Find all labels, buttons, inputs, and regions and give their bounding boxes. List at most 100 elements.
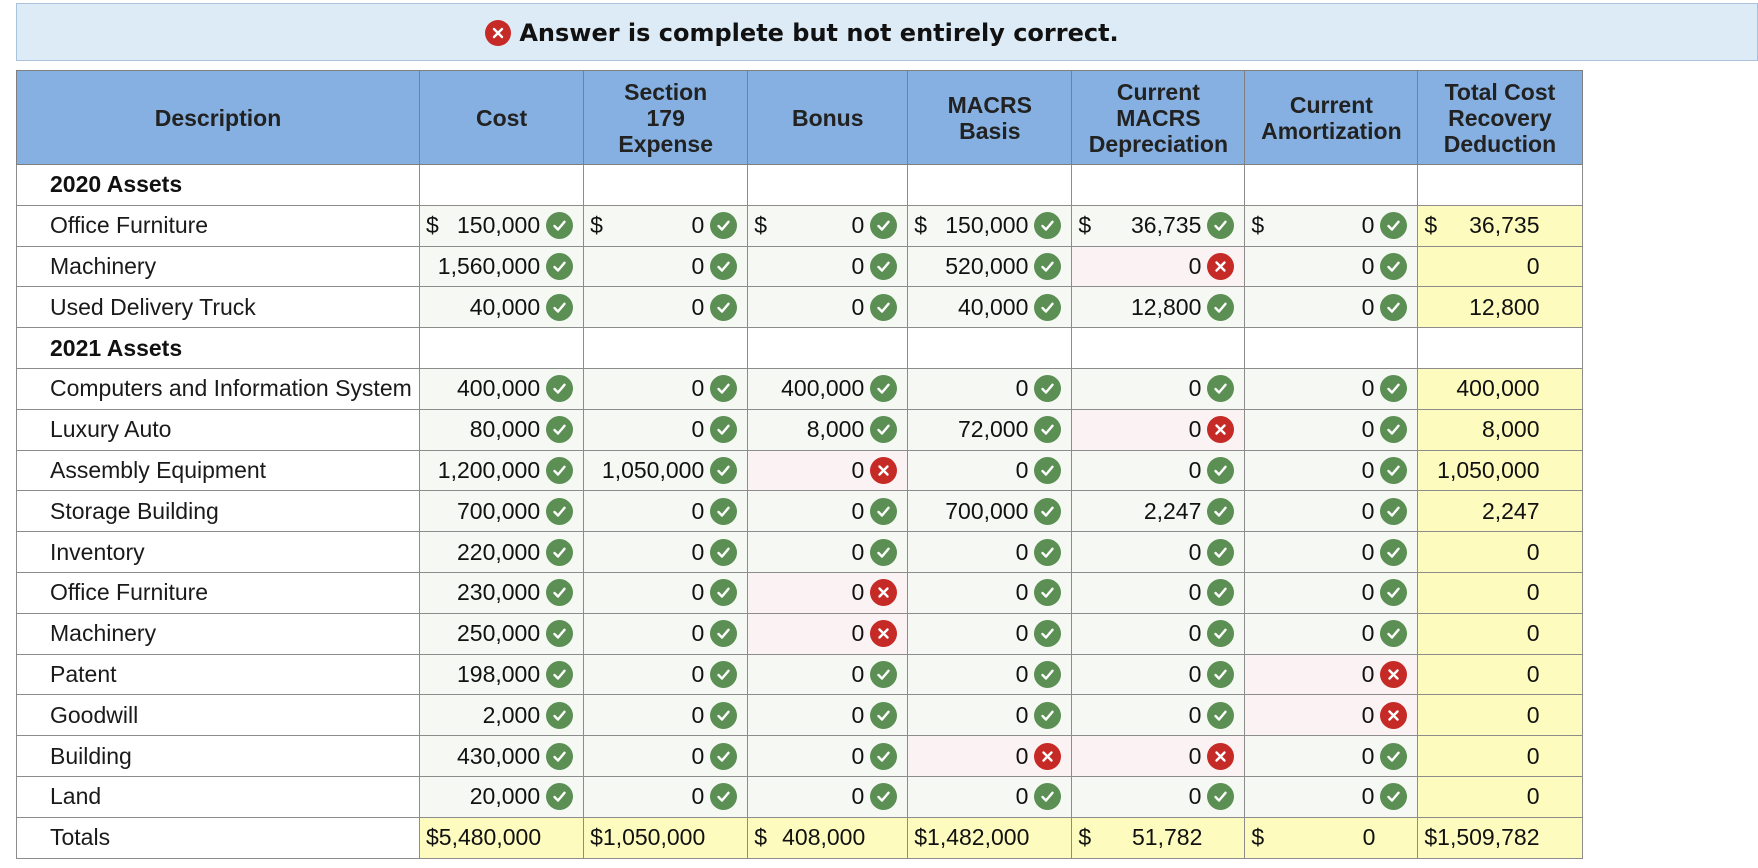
macrs-depreciation-cell[interactable]: 0 [1071, 653, 1246, 696]
cost-cell[interactable]: $150,000 [418, 204, 585, 247]
cell-value: 2,247 [1143, 497, 1202, 524]
amortization-cell[interactable]: 0 [1244, 612, 1419, 655]
bonus-cell[interactable]: 0 [747, 531, 909, 573]
total-recovery-cell: 0 [1417, 653, 1583, 696]
section-179-cell[interactable]: 0 [583, 367, 749, 410]
macrs-depreciation-cell[interactable]: 0 [1071, 571, 1246, 614]
section-179-cell[interactable]: 0 [583, 245, 749, 288]
bonus-cell[interactable]: $0 [747, 204, 909, 247]
bonus-cell[interactable]: 0 [747, 775, 909, 818]
macrs-basis-cell[interactable]: 72,000 [907, 408, 1073, 451]
cost-cell[interactable]: 20,000 [418, 775, 585, 818]
macrs-basis-cell[interactable]: 0 [907, 653, 1073, 696]
macrs-basis-cell[interactable]: 40,000 [907, 286, 1073, 329]
bonus-cell[interactable]: 0 [747, 735, 909, 777]
amortization-cell[interactable]: 0 [1244, 653, 1419, 696]
cost-cell[interactable]: $5,480,000 [418, 816, 585, 859]
bonus-cell[interactable]: 0 [747, 490, 909, 533]
section-179-cell[interactable]: $1,050,000 [583, 816, 749, 859]
amortization-cell[interactable]: 0 [1244, 286, 1419, 329]
empty-cell [1417, 327, 1583, 369]
total-recovery-cell: 0 [1417, 531, 1583, 573]
amortization-cell[interactable]: 0 [1244, 367, 1419, 410]
macrs-depreciation-cell[interactable]: 0 [1071, 735, 1246, 777]
macrs-basis-cell[interactable]: $1,482,000 [907, 816, 1073, 859]
cost-cell[interactable]: 1,560,000 [418, 245, 585, 288]
section-179-cell[interactable]: 0 [583, 490, 749, 533]
section-179-cell[interactable]: 0 [583, 775, 749, 818]
cost-cell[interactable]: 700,000 [418, 490, 585, 533]
amortization-cell[interactable]: 0 [1244, 735, 1419, 777]
macrs-depreciation-cell[interactable]: 0 [1071, 531, 1246, 573]
section-179-cell[interactable]: 1,050,000 [583, 449, 749, 492]
macrs-depreciation-cell[interactable]: 0 [1071, 245, 1246, 288]
macrs-basis-cell[interactable]: 0 [907, 735, 1073, 777]
amortization-cell[interactable]: 0 [1244, 408, 1419, 451]
bonus-cell[interactable]: 0 [747, 694, 909, 737]
macrs-depreciation-cell[interactable]: 0 [1071, 612, 1246, 655]
check-icon [1034, 293, 1062, 321]
macrs-basis-cell[interactable]: 0 [907, 449, 1073, 492]
macrs-depreciation-cell[interactable]: 0 [1071, 449, 1246, 492]
section-179-cell[interactable]: 0 [583, 694, 749, 737]
macrs-depreciation-cell[interactable]: $36,735 [1071, 204, 1246, 247]
cost-cell[interactable]: 250,000 [418, 612, 585, 655]
cost-cell[interactable]: 230,000 [418, 571, 585, 614]
bonus-cell[interactable]: 0 [747, 449, 909, 492]
section-179-cell[interactable]: 0 [583, 571, 749, 614]
cost-cell[interactable]: 400,000 [418, 367, 585, 410]
section-179-cell[interactable]: $0 [583, 204, 749, 247]
bonus-cell[interactable]: 0 [747, 571, 909, 614]
feedback-banner: Answer is complete but not entirely corr… [16, 3, 1758, 61]
check-icon [1380, 783, 1408, 811]
bonus-cell[interactable]: 8,000 [747, 408, 909, 451]
macrs-depreciation-cell[interactable]: 0 [1071, 694, 1246, 737]
amortization-cell[interactable]: 0 [1244, 694, 1419, 737]
bonus-cell[interactable]: 0 [747, 612, 909, 655]
section-179-cell[interactable]: 0 [583, 531, 749, 573]
section-179-cell[interactable]: 0 [583, 735, 749, 777]
cell-value: 1,560,000 [437, 252, 541, 279]
macrs-basis-cell[interactable]: 0 [907, 775, 1073, 818]
amortization-cell[interactable]: $0 [1244, 204, 1419, 247]
macrs-depreciation-cell[interactable]: 2,247 [1071, 490, 1246, 533]
bonus-cell[interactable]: 0 [747, 653, 909, 696]
macrs-basis-cell[interactable]: 520,000 [907, 245, 1073, 288]
cost-cell[interactable]: 220,000 [418, 531, 585, 573]
macrs-basis-cell[interactable]: $150,000 [907, 204, 1073, 247]
macrs-depreciation-cell[interactable]: 0 [1071, 367, 1246, 410]
amortization-cell[interactable]: 0 [1244, 531, 1419, 573]
cost-cell[interactable]: 430,000 [418, 735, 585, 777]
amortization-cell[interactable]: 0 [1244, 449, 1419, 492]
bonus-cell[interactable]: $408,000 [747, 816, 909, 859]
error-x-icon [1034, 742, 1062, 770]
amortization-cell[interactable]: 0 [1244, 490, 1419, 533]
section-179-cell[interactable]: 0 [583, 653, 749, 696]
cost-cell[interactable]: 1,200,000 [418, 449, 585, 492]
macrs-basis-cell[interactable]: 0 [907, 612, 1073, 655]
cost-cell[interactable]: 2,000 [418, 694, 585, 737]
macrs-basis-cell[interactable]: 0 [907, 571, 1073, 614]
macrs-depreciation-cell[interactable]: 0 [1071, 408, 1246, 451]
macrs-depreciation-cell[interactable]: 12,800 [1071, 286, 1246, 329]
bonus-cell[interactable]: 400,000 [747, 367, 909, 410]
macrs-depreciation-cell[interactable]: 0 [1071, 775, 1246, 818]
cost-cell[interactable]: 40,000 [418, 286, 585, 329]
amortization-cell[interactable]: $0 [1244, 816, 1419, 859]
amortization-cell[interactable]: 0 [1244, 245, 1419, 288]
cost-cell[interactable]: 198,000 [418, 653, 585, 696]
bonus-cell[interactable]: 0 [747, 286, 909, 329]
section-179-cell[interactable]: 0 [583, 286, 749, 329]
macrs-depreciation-cell[interactable]: $51,782 [1071, 816, 1246, 859]
table-body: 2020 Assets Office Furniture $150,000 $0 $0 $… [16, 164, 1583, 859]
macrs-basis-cell[interactable]: 0 [907, 531, 1073, 573]
amortization-cell[interactable]: 0 [1244, 775, 1419, 818]
macrs-basis-cell[interactable]: 0 [907, 367, 1073, 410]
bonus-cell[interactable]: 0 [747, 245, 909, 288]
section-179-cell[interactable]: 0 [583, 612, 749, 655]
amortization-cell[interactable]: 0 [1244, 571, 1419, 614]
cost-cell[interactable]: 80,000 [418, 408, 585, 451]
macrs-basis-cell[interactable]: 0 [907, 694, 1073, 737]
macrs-basis-cell[interactable]: 700,000 [907, 490, 1073, 533]
section-179-cell[interactable]: 0 [583, 408, 749, 451]
